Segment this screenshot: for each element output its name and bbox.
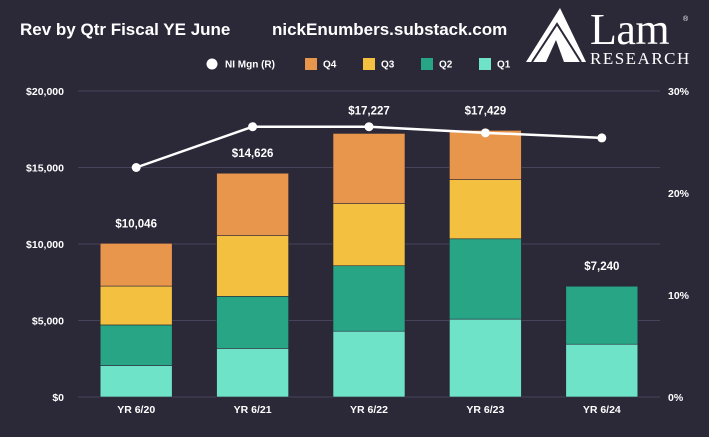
bar-total-label: $14,626 xyxy=(232,148,274,160)
legend-label: Q4 xyxy=(323,60,337,71)
margin-point xyxy=(131,163,141,172)
bar-segment-q2 xyxy=(449,238,522,320)
bar-segment-q2 xyxy=(565,285,639,345)
legend-label: NI Mgn (R) xyxy=(225,60,275,71)
bar-segment-q1 xyxy=(216,348,289,398)
y2-tick-label: 10% xyxy=(668,290,690,302)
bar-segment-q2 xyxy=(216,296,289,349)
margin-point xyxy=(248,122,258,132)
bar-segment-q4 xyxy=(99,242,173,287)
logo-subtitle: RESEARCH xyxy=(590,49,691,68)
legend-label: Q1 xyxy=(497,60,511,71)
bar-total-label: $10,046 xyxy=(115,218,157,230)
lam-mountain-icon xyxy=(526,8,586,63)
logo-registered-mark: ® xyxy=(683,16,689,23)
bar-segment-q4 xyxy=(449,130,522,180)
bar-segment-q2 xyxy=(332,265,406,332)
y-tick-label: $15,000 xyxy=(26,163,64,175)
x-tick-label: YR 6/21 xyxy=(234,404,272,416)
y-tick-label: $10,000 xyxy=(26,239,64,251)
margin-point xyxy=(364,122,374,132)
x-tick-label: YR 6/22 xyxy=(350,404,388,416)
y2-tick-label: 30% xyxy=(668,86,690,98)
x-tick-label: YR 6/20 xyxy=(117,404,155,416)
bar-segment-q1 xyxy=(449,318,522,398)
y-tick-label: $20,000 xyxy=(26,86,64,98)
bar-segment-q4 xyxy=(216,172,289,236)
bar-total-label: $17,227 xyxy=(348,106,390,118)
y-tick-label: $0 xyxy=(52,392,64,404)
margin-point xyxy=(597,133,607,143)
x-tick-label: YR 6/23 xyxy=(466,404,504,416)
bar-total-label: $7,240 xyxy=(584,261,619,273)
y-tick-label: $5,000 xyxy=(32,316,64,328)
bar-segment-q4 xyxy=(332,133,406,204)
bar-segment-q3 xyxy=(332,203,406,267)
legend-swatch-q3 xyxy=(363,58,375,70)
bar-segment-q1 xyxy=(332,330,406,398)
y2-tick-label: 20% xyxy=(668,188,690,200)
chart-title: Rev by Qtr Fiscal YE June xyxy=(20,20,231,39)
bar-segment-q1 xyxy=(99,365,173,398)
legend-swatch-q2 xyxy=(421,58,433,70)
legend-label: Q2 xyxy=(439,60,453,71)
lam-research-logo: Lam ® RESEARCH xyxy=(526,5,696,70)
bar-total-label: $17,429 xyxy=(465,105,507,117)
legend-marker-line xyxy=(206,58,218,70)
bar-segment-q3 xyxy=(99,285,173,326)
legend-label: Q3 xyxy=(381,60,395,71)
bar-segment-q2 xyxy=(99,324,173,366)
legend-swatch-q1 xyxy=(479,58,491,70)
source-text: nickEnumbers.substack.com xyxy=(272,20,508,39)
legend-swatch-q4 xyxy=(305,58,317,70)
bar-segment-q3 xyxy=(449,179,522,240)
bar-segment-q1 xyxy=(565,343,639,398)
x-tick-label: YR 6/24 xyxy=(583,404,621,416)
logo-word: Lam xyxy=(590,5,670,54)
bar-segment-q3 xyxy=(216,235,289,297)
y2-tick-label: 0% xyxy=(668,392,684,404)
margin-point xyxy=(480,128,490,138)
